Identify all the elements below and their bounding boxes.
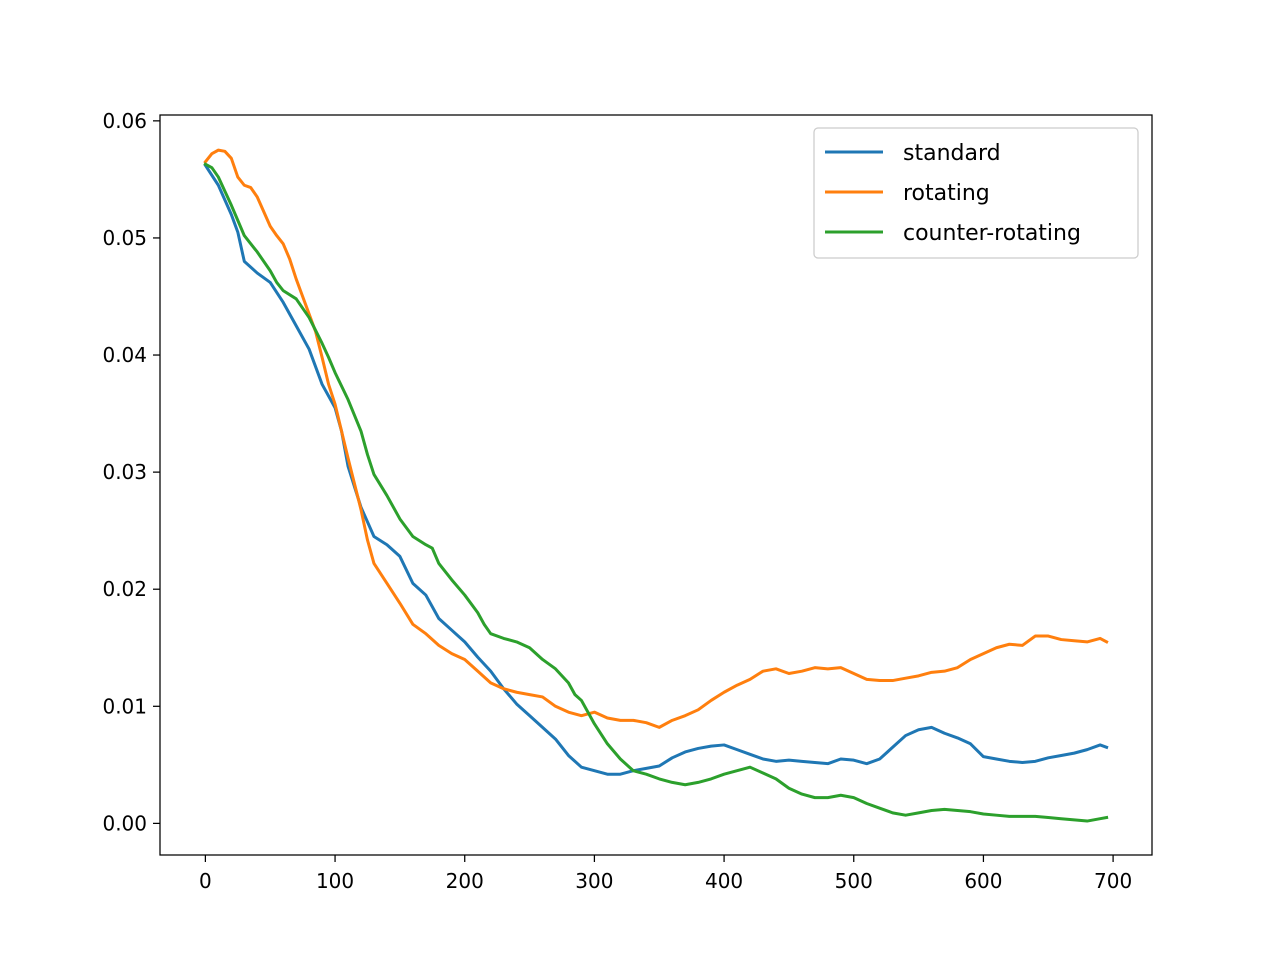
y-tick-label: 0.03 (102, 460, 147, 484)
x-tick-label: 0 (199, 869, 212, 893)
x-axis: 0 100 200 300 400 500 600 700 (199, 855, 1132, 893)
y-tick-label: 0.06 (102, 109, 147, 133)
y-axis: 0.00 0.01 0.02 0.03 0.04 0.05 0.06 (102, 109, 160, 835)
y-tick-label: 0.04 (102, 343, 147, 367)
x-tick-label: 100 (316, 869, 354, 893)
legend: standard rotating counter-rotating (813, 127, 1139, 259)
y-tick-label: 0.00 (102, 811, 147, 835)
y-tick-label: 0.05 (102, 226, 147, 250)
x-tick-label: 200 (446, 869, 484, 893)
plot-frame (159, 114, 1153, 856)
legend-label-counter-rotating: counter-rotating (903, 221, 1081, 246)
series-line-counter-rotating (203, 162, 1109, 823)
legend-box (813, 127, 1139, 259)
legend-label-rotating: rotating (903, 181, 990, 206)
x-tick-label: 500 (835, 869, 873, 893)
y-tick-label: 0.02 (102, 577, 147, 601)
x-tick-label: 600 (964, 869, 1002, 893)
x-tick-label: 300 (575, 869, 613, 893)
x-tick-label: 700 (1094, 869, 1132, 893)
plot-lines (203, 148, 1109, 823)
y-tick-label: 0.01 (102, 694, 147, 718)
legend-label-standard: standard (903, 141, 1001, 166)
x-tick-label: 400 (705, 869, 743, 893)
